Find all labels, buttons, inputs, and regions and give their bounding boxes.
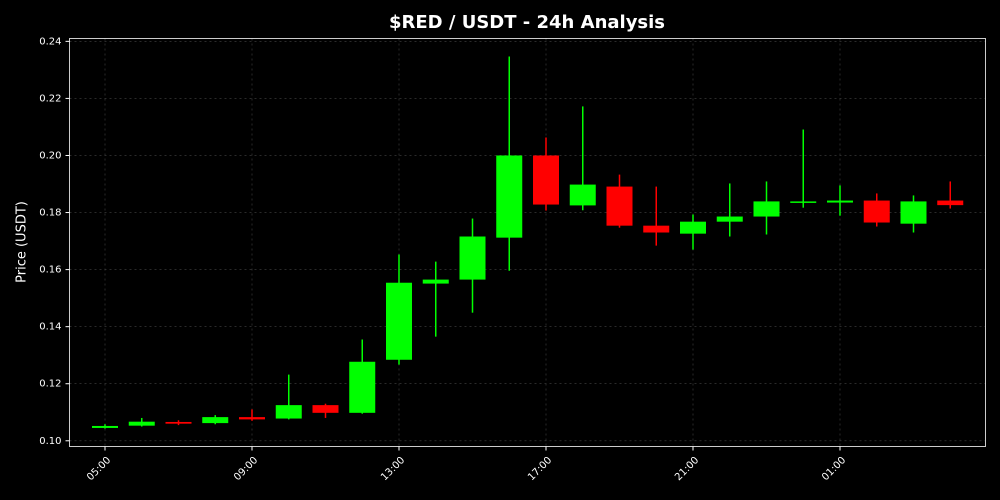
candle-body <box>459 236 486 280</box>
x-tick-label: 09:00 <box>232 455 260 483</box>
x-tick-label: 17:00 <box>526 455 554 483</box>
candle-body <box>606 186 633 226</box>
candle-body <box>312 405 339 413</box>
candle-body <box>716 216 743 222</box>
x-tick-label: 21:00 <box>673 455 701 483</box>
chart-title: $RED / USDT - 24h Analysis <box>389 12 665 33</box>
candle-body <box>202 417 229 424</box>
candle-body <box>680 221 706 234</box>
y-tick-label: 0.22 <box>39 93 61 104</box>
candle-body <box>165 421 192 424</box>
candle-body <box>900 201 927 224</box>
x-tick-label: 13:00 <box>379 455 407 483</box>
candle-body <box>643 225 670 233</box>
y-tick-label: 0.20 <box>39 150 61 161</box>
candle-body <box>496 155 523 238</box>
y-tick-label: 0.10 <box>39 436 61 447</box>
y-tick-label: 0.12 <box>39 379 61 390</box>
candle-body <box>239 417 265 420</box>
y-tick-label: 0.14 <box>39 322 61 333</box>
plot-area <box>69 38 986 447</box>
candle-body <box>386 282 412 360</box>
candle-body <box>92 425 118 428</box>
x-tick-label: 05:00 <box>85 455 113 483</box>
candle-body <box>275 405 302 419</box>
x-tick-label: 01:00 <box>820 455 848 483</box>
y-tick-label: 0.18 <box>39 208 61 219</box>
candle-body <box>753 201 780 217</box>
candle-body <box>827 200 853 203</box>
y-tick-label: 0.16 <box>39 265 61 276</box>
candle-body <box>863 200 890 223</box>
candle-body <box>533 155 559 205</box>
y-tick-label: 0.24 <box>39 36 61 47</box>
candle-body <box>937 200 964 206</box>
candle-body <box>128 421 155 426</box>
y-axis-label: Price (USDT) <box>15 201 30 283</box>
candle-body <box>422 279 449 284</box>
candle-body <box>790 201 817 203</box>
axes-frame <box>69 38 986 447</box>
candle-body <box>349 361 376 413</box>
candle-body <box>569 184 596 206</box>
